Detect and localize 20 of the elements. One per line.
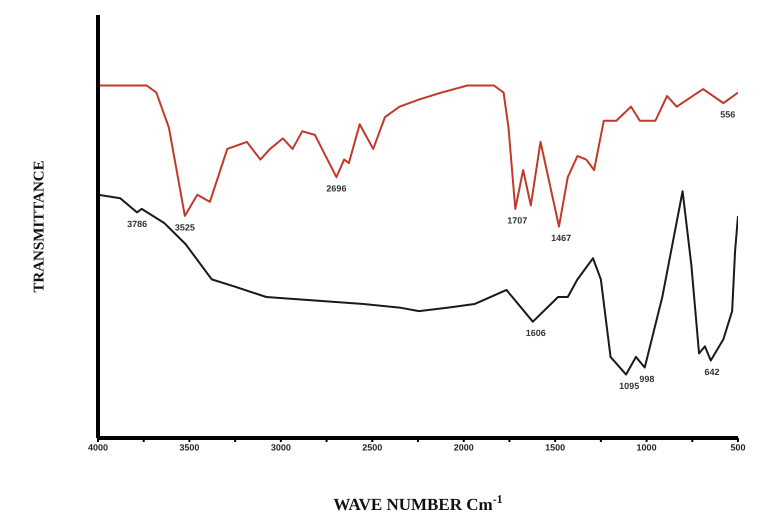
annotation: 1707 bbox=[507, 215, 528, 226]
annotation: 1467 bbox=[551, 232, 572, 243]
x-tick-label: 2500 bbox=[362, 442, 382, 452]
annotation: 3786 bbox=[127, 218, 148, 229]
annotation: 1095 bbox=[619, 380, 640, 391]
annotation: 556 bbox=[720, 110, 736, 120]
x-tick-label: 1500 bbox=[545, 442, 566, 452]
x-tick-label: 1000 bbox=[636, 442, 657, 452]
x-tick-label: 3000 bbox=[270, 442, 291, 452]
annotation: 2696 bbox=[326, 184, 346, 194]
x-axis-title: WAVE NUMBER Cm$^{-1}$ bbox=[333, 492, 503, 514]
annotation: 3525 bbox=[174, 222, 195, 232]
x-tick-label: 500 bbox=[730, 442, 746, 452]
annotation: 998 bbox=[639, 374, 654, 384]
x-tick-label: 3500 bbox=[179, 442, 200, 452]
x-tick-label: 2000 bbox=[454, 442, 474, 452]
x-tick-label: 4000 bbox=[88, 442, 108, 452]
annotation: 642 bbox=[704, 366, 720, 377]
annotation: 1606 bbox=[526, 328, 546, 338]
y-axis-title: TRANSMITTANCE bbox=[31, 160, 48, 293]
